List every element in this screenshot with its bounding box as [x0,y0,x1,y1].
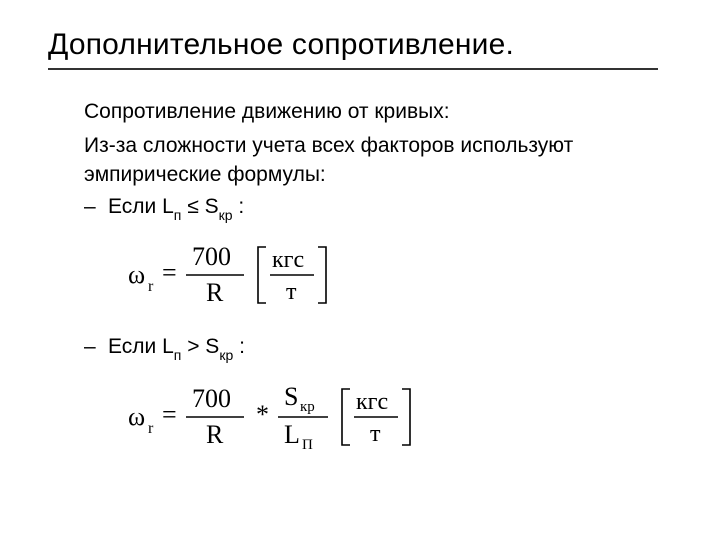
condition-1: – Если Lп ≤ Sкр : [84,195,672,221]
svg-text:S: S [284,382,298,411]
svg-text:R: R [206,420,224,449]
svg-text:кгс: кгс [356,389,388,415]
bullet-dash-icon: – [84,195,108,219]
intro-line-1: Сопротивление движению от кривых: [84,98,672,126]
svg-text:кгс: кгс [272,247,304,273]
slide-title: Дополнительное сопротивление. [48,28,672,62]
condition-2-text: Если Lп > Sкр : [108,335,245,361]
svg-text:П: П [302,437,313,453]
svg-text:r: r [148,420,154,437]
svg-text:т: т [370,421,381,447]
svg-text:r: r [148,278,154,295]
svg-text:=: = [162,258,177,287]
svg-text:R: R [206,278,224,307]
svg-text:700: 700 [192,384,231,413]
condition-2: – Если Lп > Sкр : [84,335,672,361]
svg-text:L: L [284,420,300,449]
condition-1-text: Если Lп ≤ Sкр : [108,195,244,221]
intro-line-2: Из-за сложности учета всех факторов испо… [84,132,672,189]
svg-text:ω: ω [128,260,145,289]
formula-1: ω r = 700 R кгс т [128,239,672,311]
svg-text:кр: кр [300,399,315,415]
formula-2: ω r = 700 R * S кр L П кгс т [128,379,672,455]
svg-text:700: 700 [192,242,231,271]
svg-text:ω: ω [128,402,145,431]
title-underline [48,68,658,70]
svg-text:т: т [286,279,297,305]
bullet-dash-icon: – [84,335,108,359]
svg-text:=: = [162,400,177,429]
svg-text:*: * [256,400,269,429]
